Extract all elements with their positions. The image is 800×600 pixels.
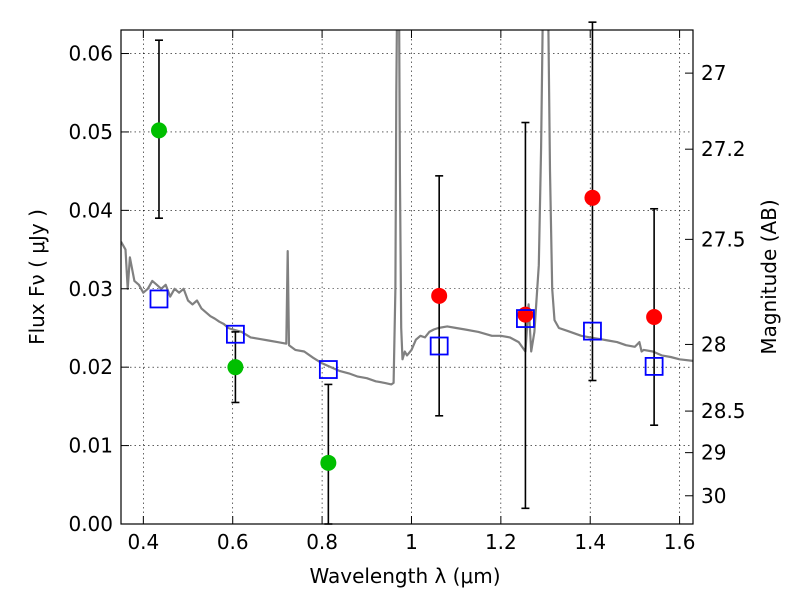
x-tick-label: 0.6 xyxy=(217,530,249,554)
y2-tick-label: 30 xyxy=(701,484,726,508)
x-axis-label: Wavelength λ (μm) xyxy=(309,564,500,588)
red-data-point xyxy=(517,306,534,323)
y2-tick-label: 28.5 xyxy=(701,399,746,423)
x-tick-label: 0.4 xyxy=(127,530,159,554)
blue-square-marker xyxy=(583,321,602,341)
blue-square-marker xyxy=(429,336,449,356)
x-tick-label: 1.6 xyxy=(664,530,696,554)
blue-square-marker xyxy=(225,324,245,344)
x-tick-label: 1.4 xyxy=(574,530,606,554)
y-tick-label: 0.00 xyxy=(68,512,113,536)
errorbar-layer xyxy=(154,21,659,525)
green-data-point xyxy=(320,454,337,471)
spectrum-layer xyxy=(121,30,693,386)
green-data-point xyxy=(227,359,244,376)
plot-frame xyxy=(120,29,694,525)
y-tick-label: 0.04 xyxy=(68,198,113,222)
grid xyxy=(121,30,693,525)
y-tick-label: 0.03 xyxy=(68,277,113,301)
blue-square-marker xyxy=(644,356,664,376)
red-data-point xyxy=(431,287,448,304)
x-tick-label: 1 xyxy=(405,530,418,554)
y-tick-label: 0.02 xyxy=(68,355,113,379)
spectrum-line xyxy=(121,30,693,386)
y-tick-label: 0.01 xyxy=(68,434,113,458)
x-tick-label: 1.2 xyxy=(485,530,517,554)
x-tick-label: 0.8 xyxy=(306,530,338,554)
blue-square-marker xyxy=(149,289,169,309)
y2-tick-label: 29 xyxy=(701,441,726,465)
axes: 0.4 0.6 0.8 1 1.2 1.4 1.6 0.00 0.01 0.02 0.03 0.04 0… xyxy=(68,30,746,554)
red-data-point xyxy=(584,189,601,206)
green-data-point xyxy=(150,122,167,139)
y2-tick-label: 28 xyxy=(701,332,726,356)
y2-tick-label: 27 xyxy=(701,61,726,85)
red-data-point xyxy=(646,308,663,325)
y2-tick-label: 27.2 xyxy=(701,137,746,161)
y-tick-label: 0.05 xyxy=(68,120,113,144)
blue-square-marker xyxy=(516,309,535,328)
y2-axis-label: Magnitude (AB) xyxy=(757,199,781,354)
y-axis-label: Flux Fν ( μJy ) xyxy=(25,209,49,345)
marker-layer xyxy=(149,122,664,471)
y-tick-label: 0.06 xyxy=(68,42,113,66)
y2-tick-label: 27.5 xyxy=(701,227,746,251)
blue-square-marker xyxy=(318,360,338,379)
